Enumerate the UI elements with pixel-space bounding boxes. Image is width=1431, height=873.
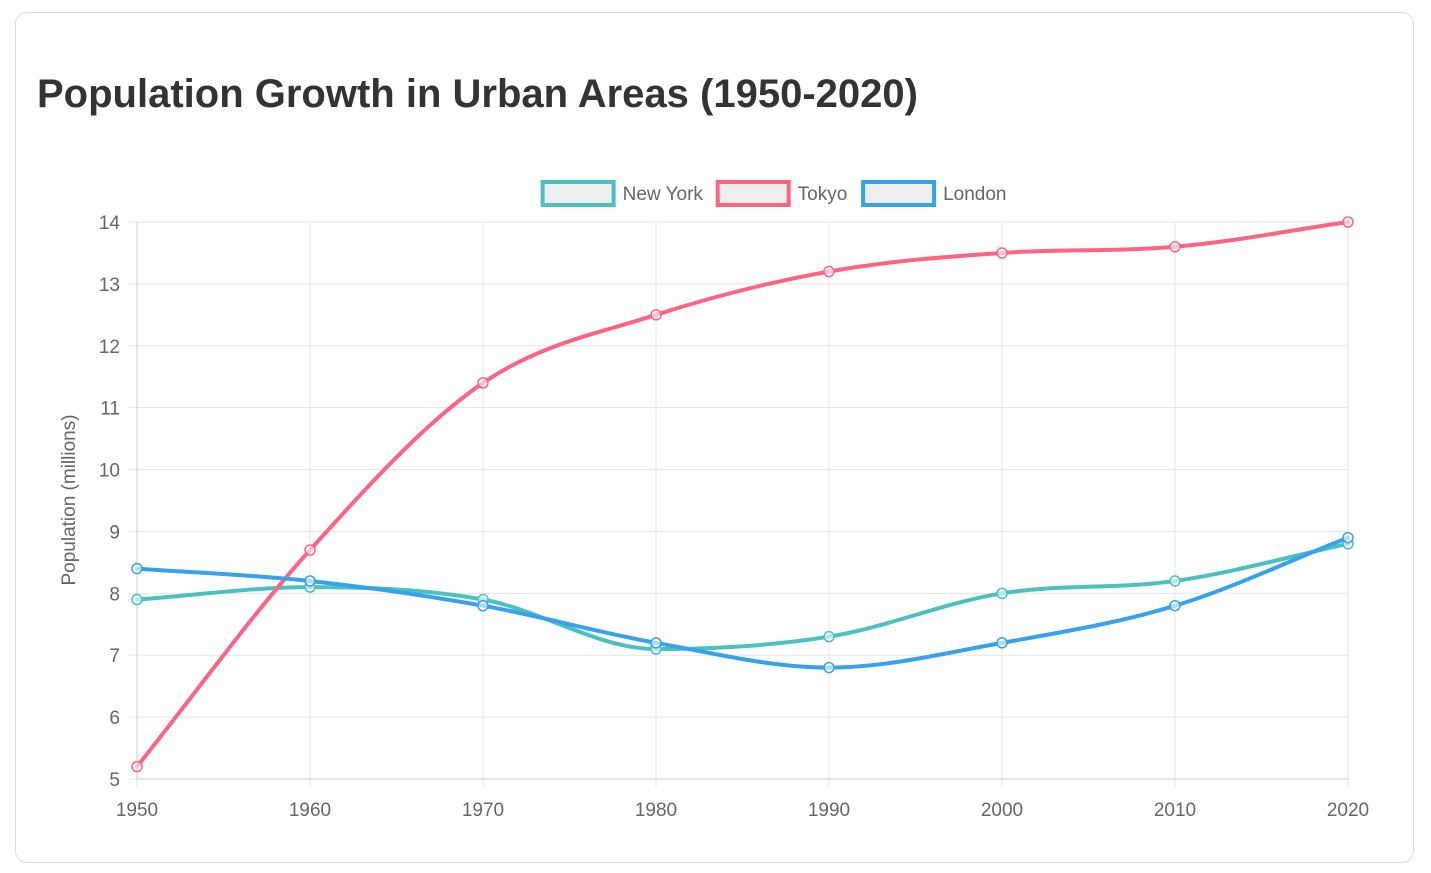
- data-point[interactable]: [823, 630, 835, 643]
- data-point[interactable]: [131, 760, 143, 773]
- legend-label: Tokyo: [798, 184, 848, 205]
- x-tick-label: 1980: [635, 800, 677, 821]
- data-point[interactable]: [1342, 216, 1354, 228]
- series-tokyo: [131, 216, 1354, 773]
- page-title: Population Growth in Urban Areas (1950-2…: [37, 72, 918, 116]
- y-tick-label: 6: [109, 708, 120, 729]
- grid-layer: [129, 221, 1349, 787]
- legend-swatch: [715, 180, 791, 207]
- x-tick-label: 2010: [1154, 800, 1196, 821]
- data-point[interactable]: [1342, 531, 1354, 544]
- legend-label: New York: [623, 184, 704, 205]
- data-point[interactable]: [996, 637, 1008, 649]
- data-point[interactable]: [996, 247, 1008, 259]
- data-point[interactable]: [650, 637, 662, 649]
- y-tick-label: 14: [99, 213, 121, 234]
- legend-item-london[interactable]: London: [861, 180, 1006, 207]
- x-tick-label: 2020: [1327, 800, 1369, 821]
- series-new-york: [131, 538, 1354, 655]
- data-point[interactable]: [131, 562, 143, 575]
- series-london: [131, 531, 1354, 674]
- data-point[interactable]: [131, 593, 143, 606]
- x-tick-label: 1960: [289, 800, 331, 821]
- legend-swatch: [861, 180, 937, 207]
- data-point[interactable]: [1169, 241, 1181, 253]
- y-tick-label: 9: [109, 522, 120, 543]
- data-point[interactable]: [650, 309, 662, 321]
- y-tick-label: 11: [100, 399, 120, 420]
- chart-card: [15, 12, 1414, 863]
- y-tick-label: 13: [99, 275, 120, 296]
- y-tick-label: 5: [109, 770, 120, 791]
- series-line: [135, 541, 1350, 652]
- legend: New York Tokyo London: [540, 180, 1006, 207]
- data-point[interactable]: [477, 377, 489, 389]
- data-point[interactable]: [304, 575, 316, 587]
- data-point[interactable]: [304, 544, 316, 556]
- data-point[interactable]: [823, 265, 835, 278]
- series-layer: [131, 216, 1354, 773]
- legend-swatch: [540, 180, 616, 207]
- y-tick-label: 10: [99, 461, 120, 482]
- data-point[interactable]: [823, 661, 835, 674]
- axis-layer: 5 6 7 8 9 10 11 12 13 14 1950 1960 1970 1980 1990 2000 2…: [99, 213, 1369, 821]
- y-tick-label: 8: [109, 584, 120, 605]
- x-tick-label: 1950: [116, 800, 158, 821]
- y-tick-label: 12: [99, 337, 120, 358]
- y-tick-label: 7: [109, 646, 120, 667]
- series-line: [135, 535, 1350, 670]
- data-point[interactable]: [477, 599, 489, 612]
- x-tick-label: 1970: [462, 800, 504, 821]
- legend-item-tokyo[interactable]: Tokyo: [715, 180, 848, 207]
- data-point[interactable]: [1169, 575, 1181, 587]
- data-point[interactable]: [996, 587, 1008, 600]
- series-line: [135, 220, 1350, 769]
- legend-label: London: [943, 184, 1006, 205]
- y-axis-label: Population (millions): [59, 414, 80, 585]
- x-tick-label: 2000: [981, 800, 1023, 821]
- x-tick-label: 1990: [808, 800, 850, 821]
- legend-item-new-york[interactable]: New York: [540, 180, 704, 207]
- data-point[interactable]: [1169, 599, 1181, 612]
